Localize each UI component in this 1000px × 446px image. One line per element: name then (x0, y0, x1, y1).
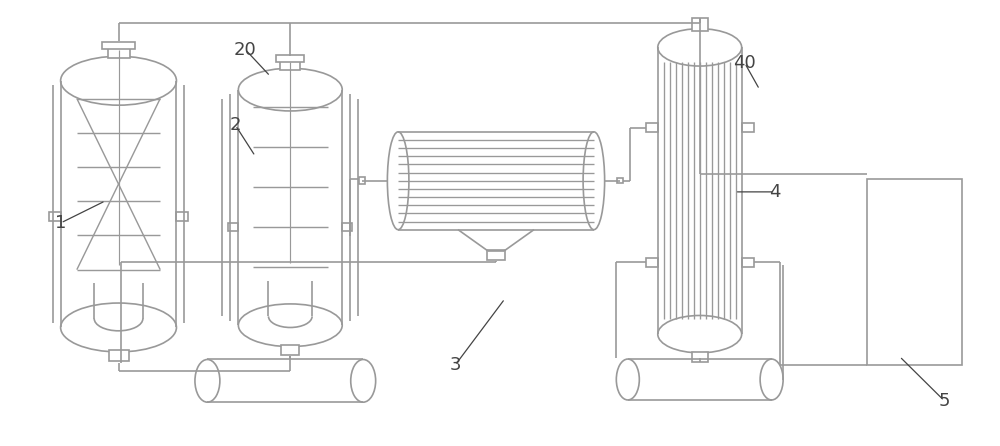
Bar (742, 258, 754, 267)
Ellipse shape (760, 359, 783, 400)
Bar (108, 47, 130, 58)
Bar (281, 345, 299, 355)
Bar (692, 352, 708, 362)
Bar (692, 17, 708, 31)
Bar (487, 250, 505, 260)
Bar (102, 42, 135, 49)
Text: 1: 1 (55, 214, 66, 232)
Text: 2: 2 (230, 116, 241, 134)
Text: 5: 5 (939, 392, 950, 410)
Bar (742, 123, 754, 132)
Bar (342, 223, 352, 231)
Ellipse shape (387, 132, 409, 230)
Ellipse shape (616, 359, 639, 400)
Text: 4: 4 (769, 183, 780, 201)
Ellipse shape (61, 56, 176, 105)
Text: 3: 3 (449, 356, 461, 374)
Bar (176, 212, 188, 221)
Ellipse shape (195, 359, 220, 402)
Bar (280, 61, 300, 70)
Bar (109, 350, 129, 361)
Ellipse shape (658, 29, 742, 66)
Bar (867, 178, 962, 365)
Bar (646, 123, 658, 132)
Ellipse shape (238, 304, 342, 347)
Text: 20: 20 (234, 41, 257, 58)
Bar (646, 258, 658, 267)
Bar (228, 223, 238, 231)
Bar (359, 177, 365, 184)
Ellipse shape (583, 132, 605, 230)
Ellipse shape (61, 303, 176, 352)
Bar (276, 55, 304, 62)
Bar (49, 212, 61, 221)
Text: 40: 40 (733, 54, 756, 72)
Ellipse shape (351, 359, 376, 402)
Ellipse shape (658, 315, 742, 353)
Bar (617, 178, 623, 183)
Ellipse shape (238, 68, 342, 111)
